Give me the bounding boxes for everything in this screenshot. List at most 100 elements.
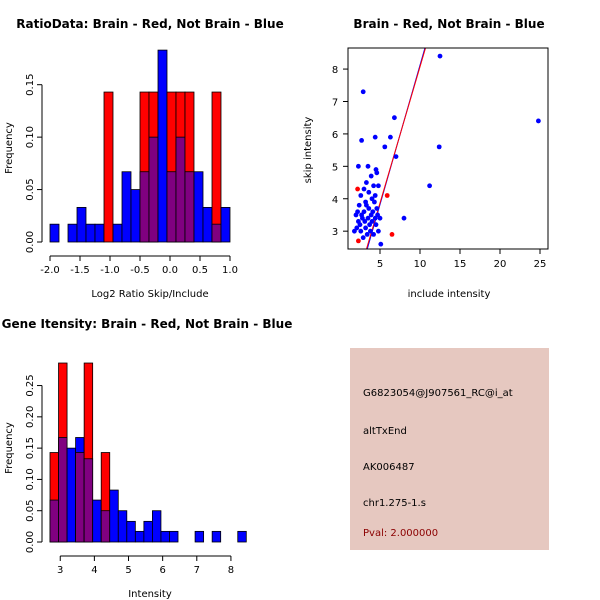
ratio-histogram-x-tick-label-4: 0.0 [162, 265, 178, 276]
ratio-histogram-y-tick-label-1: 0.05 [25, 178, 36, 200]
scatter-y-tick-label-4: 7 [332, 97, 338, 108]
ratio-histogram-x-tick-label-1: -1.5 [70, 265, 90, 276]
gene-intensity-overlap-bar-4 [83, 458, 94, 543]
scatter-point-blue-13 [363, 225, 368, 231]
scatter-axes: 5 10 15 20 25 3 4 5 6 7 8 [332, 47, 549, 270]
scatter-point-blue-31 [361, 186, 367, 192]
ratio-histogram-xlabel: Log2 Ratio Skip/Include [91, 289, 208, 300]
scatter-y-tick-label-3: 6 [332, 130, 338, 141]
scatter-point-blue-53 [436, 144, 442, 150]
scatter-point-blue-22 [370, 209, 376, 215]
ratio-histogram-overlap-bar-18 [211, 223, 222, 243]
gene-intensity-bar-22 [237, 530, 247, 543]
gene-intensity-x-tick-label-0: 3 [57, 565, 63, 576]
ratio-histogram-bar-5 [94, 223, 105, 243]
ratio-histogram-bar-6 [103, 91, 114, 243]
scatter-y-tick-label-1: 4 [332, 195, 338, 206]
scatter-point-blue-17 [366, 206, 372, 211]
ratio-histogram-bar-18 [211, 91, 222, 243]
ratio-histogram-y-tick-label-0: 0.00 [25, 231, 36, 253]
gene-intensity-overlap-bar-3 [75, 452, 85, 543]
scatter-point-blue-10 [360, 235, 366, 241]
scatter-y-tick-label-5: 8 [332, 65, 338, 76]
scatter-x-tick-label-2: 15 [454, 259, 467, 270]
scatter-point-blue-52 [427, 183, 432, 189]
scatter-title: Brain - Red, Not Brain - Blue [353, 17, 544, 31]
scatter-y-tick-label-0: 3 [332, 227, 338, 238]
ratio-histogram-x-tick-label-6: 1.0 [222, 265, 238, 276]
ratio-histogram-x-tick-label-5: 0.5 [192, 265, 208, 276]
gene-intensity-y-tick-label-1: 0.05 [25, 500, 36, 522]
gene-intensity-bar-8 [117, 510, 128, 543]
scatter-point-blue-3 [355, 209, 360, 215]
gene-intensity-overlap-bar-0 [49, 499, 59, 543]
gene-intensity-overlap-bar-1 [58, 437, 68, 543]
gene-intensity-xlabel: Intensity [128, 589, 172, 600]
gene-intensity-bar-17 [194, 530, 205, 543]
gene-intensity-title: Gene Itensity: Brain - Red, Not Brain - … [2, 317, 293, 331]
scatter-point-blue-39 [365, 163, 371, 169]
scatter-point-blue-23 [371, 232, 376, 237]
gene-intensity-x-tick-label-4: 7 [194, 565, 200, 576]
scatter-point-blue-54 [437, 53, 443, 59]
ratio-histogram-bar-2 [67, 223, 78, 243]
scatter-point-blue-48 [392, 115, 397, 121]
ratio-histogram-bar-8 [121, 171, 132, 243]
info-location: chr1.275-1.s [363, 498, 426, 509]
scatter-point-blue-45 [372, 134, 378, 140]
scatter-point-blue-15 [364, 232, 370, 237]
ratio-histogram-bar-9 [130, 189, 141, 243]
scatter-point-blue-40 [356, 163, 361, 169]
gene-intensity-bar-13 [160, 530, 170, 543]
scatter-x-tick-label-3: 20 [494, 259, 507, 270]
ratio-histogram-axes: -2.0 -1.5 -1.0 -0.5 0.0 0.5 1.0 0.00 0.05 0.10 0.1… [25, 74, 238, 276]
scatter-point-blue-51 [401, 215, 407, 221]
ratio-histogram-overlap-bar-13 [166, 171, 177, 243]
scatter-point-blue-7 [358, 228, 364, 234]
ratio-histogram-x-tick-label-3: -0.5 [130, 265, 150, 276]
ratio-histogram-bar-4 [85, 223, 96, 243]
scatter-point-blue-2 [354, 225, 360, 231]
ratio-histogram-title: RatioData: Brain - Red, Not Brain - Blue [16, 17, 283, 31]
scatter-plot-frame [347, 47, 549, 250]
ratio-histogram-y-tick-label-2: 0.10 [25, 126, 36, 148]
scatter-x-tick-label-4: 25 [534, 259, 547, 270]
scatter-point-blue-29 [376, 228, 381, 234]
ratio-histogram-bars [49, 49, 231, 243]
gene-intensity-axes: 3 4 5 6 7 8 0.00 0.05 0.10 0.15 0.20 0.25 [25, 374, 234, 576]
gene-intensity-y-tick-label-3: 0.15 [25, 437, 36, 459]
scatter-point-red-0 [355, 186, 360, 192]
scatter-point-blue-30 [377, 215, 383, 221]
ratio-histogram-overlap-bar-14 [175, 136, 186, 243]
scatter-ylabel: skip intensity [303, 117, 314, 184]
gene-intensity-y-tick-label-4: 0.20 [25, 406, 36, 428]
ratio-histogram-panel: RatioData: Brain - Red, Not Brain - Blue… [4, 17, 284, 300]
ratio-histogram-overlap-bar-10 [139, 171, 150, 243]
scatter-fit-line-red [365, 48, 427, 249]
info-pval: Pval: 2.000000 [363, 528, 438, 539]
gene-intensity-bars [49, 362, 247, 543]
scatter-point-blue-16 [365, 215, 371, 221]
info-panel: G6823054@J907561_RC@i_at altTxEnd AK0064… [350, 348, 549, 550]
ratio-histogram-overlap-bar-11 [148, 136, 159, 243]
info-event-type: altTxEnd [363, 426, 407, 437]
scatter-point-blue-49 [393, 154, 399, 160]
scatter-point-blue-32 [364, 180, 369, 185]
scatter-point-blue-56 [363, 199, 368, 205]
scatter-point-red-1 [356, 238, 361, 244]
scatter-x-tick-label-1: 10 [414, 259, 427, 270]
gene-intensity-y-tick-label-5: 0.25 [25, 374, 36, 396]
scatter-point-blue-34 [368, 173, 374, 179]
ratio-histogram-bar-3 [76, 206, 87, 243]
scatter-y-tick-label-2: 5 [332, 162, 338, 173]
gene-intensity-bar-11 [143, 520, 153, 543]
scatter-point-blue-12 [362, 219, 368, 224]
info-panel-background [350, 348, 549, 550]
scatter-point-blue-50 [360, 89, 366, 95]
ratio-histogram-y-tick-label-3: 0.15 [25, 74, 36, 96]
gene-intensity-bar-7 [109, 489, 119, 543]
gene-intensity-bar-12 [152, 510, 162, 543]
gene-intensity-bar-2 [66, 447, 77, 543]
ratio-histogram-x-tick-label-0: -2.0 [40, 265, 60, 276]
scatter-point-blue-33 [366, 189, 372, 195]
